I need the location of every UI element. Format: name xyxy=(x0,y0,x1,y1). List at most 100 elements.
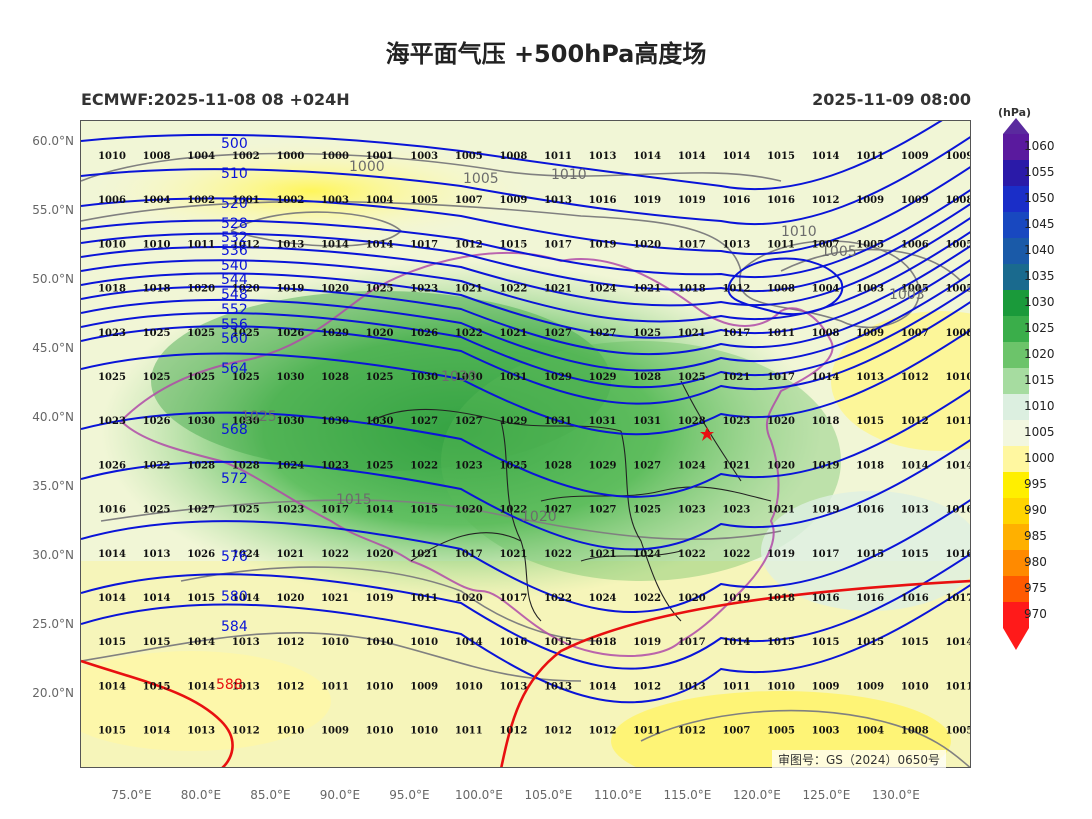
pressure-value: 1000 xyxy=(276,151,304,162)
lat-label: 20.0°N xyxy=(32,685,74,700)
pressure-value: 1028 xyxy=(321,372,349,383)
pressure-value: 1018 xyxy=(767,593,795,604)
pressure-value: 1012 xyxy=(499,726,527,737)
colorbar-segment xyxy=(1003,264,1029,290)
pressure-value: 1017 xyxy=(945,593,971,604)
pressure-value: 1010 xyxy=(410,637,438,648)
pressure-value: 1009 xyxy=(945,151,971,162)
pressure-value: 1021 xyxy=(455,284,483,295)
pressure-value: 1022 xyxy=(633,593,661,604)
height-contour-label: 510 xyxy=(221,166,248,182)
colorbar-tick-label: 1015 xyxy=(1024,373,1055,387)
pressure-value: 1017 xyxy=(678,637,706,648)
pressure-value: 1030 xyxy=(455,372,483,383)
pressure-value: 1011 xyxy=(455,726,483,737)
colorbar-segment xyxy=(1003,186,1029,212)
pressure-value: 1014 xyxy=(812,372,840,383)
pressure-value: 1020 xyxy=(455,505,483,516)
colorbar-segment xyxy=(1003,472,1029,498)
pressure-value: 1004 xyxy=(366,195,394,206)
pressure-value: 1021 xyxy=(499,549,527,560)
pressure-value: 1019 xyxy=(633,637,661,648)
pressure-value: 1005 xyxy=(901,284,929,295)
pressure-value: 1027 xyxy=(589,505,617,516)
map-title: 海平面气压 +500hPa高度场 xyxy=(385,40,707,68)
pressure-value: 1025 xyxy=(143,505,171,516)
pressure-value: 1011 xyxy=(410,593,438,604)
pressure-value: 1009 xyxy=(321,726,349,737)
height-contour xyxy=(81,273,970,372)
pressure-value: 1022 xyxy=(455,328,483,339)
pressure-value: 1019 xyxy=(767,549,795,560)
pressure-value: 1030 xyxy=(187,416,215,427)
pressure-value: 1022 xyxy=(499,505,527,516)
height-contour xyxy=(81,301,970,405)
northwest-low-area xyxy=(91,141,531,241)
pressure-value: 1014 xyxy=(678,151,706,162)
pressure-value: 1020 xyxy=(678,593,706,604)
pressure-value: 1013 xyxy=(499,681,527,692)
pressure-value: 1002 xyxy=(232,151,260,162)
pressure-value: 1015 xyxy=(410,505,438,516)
pressure-value: 1030 xyxy=(232,416,260,427)
isobar-label: 1025 xyxy=(241,409,277,425)
pressure-value: 1005 xyxy=(767,726,795,737)
isobar-label: 1010 xyxy=(551,167,587,183)
pressure-value: 1025 xyxy=(143,372,171,383)
station-star-icon xyxy=(700,427,714,441)
pressure-value: 1011 xyxy=(767,328,795,339)
pressure-value: 1020 xyxy=(232,284,260,295)
pressure-value: 1022 xyxy=(544,593,572,604)
height-contour-closed xyxy=(727,257,844,316)
pressure-value: 1011 xyxy=(945,681,971,692)
pressure-value: 1023 xyxy=(410,284,438,295)
pressure-value: 1004 xyxy=(143,195,171,206)
isobar-label: 1005 xyxy=(821,244,857,260)
colorbar-bottom-arrow xyxy=(1003,628,1029,650)
pressure-value: 1009 xyxy=(901,151,929,162)
isobar-label: 1010 xyxy=(781,224,817,240)
pressure-value: 1015 xyxy=(187,593,215,604)
pressure-value: 1010 xyxy=(321,637,349,648)
lon-label: 85.0°E xyxy=(250,788,291,802)
province-border xyxy=(680,380,742,482)
height-contour-label: 544 xyxy=(221,272,248,288)
pressure-value: 1025 xyxy=(143,328,171,339)
colorbar-tick-label: 1010 xyxy=(1024,399,1055,413)
pressure-value: 1018 xyxy=(856,460,884,471)
lat-label: 50.0°N xyxy=(32,271,74,286)
lat-label: 55.0°N xyxy=(32,202,74,217)
height-contour-label: 580 xyxy=(221,589,248,605)
lon-label: 80.0°E xyxy=(180,788,222,802)
isobar-line xyxy=(81,631,582,682)
pressure-value: 1015 xyxy=(767,151,795,162)
pressure-value: 1019 xyxy=(678,195,706,206)
pressure-value: 1013 xyxy=(143,549,171,560)
pressure-value: 1021 xyxy=(767,505,795,516)
colorbar-segment xyxy=(1003,446,1029,472)
pressure-value: 1019 xyxy=(589,239,617,250)
pressure-value: 1014 xyxy=(98,593,126,604)
pressure-value: 1015 xyxy=(98,637,126,648)
colorbar-tick-label: 985 xyxy=(1024,529,1047,543)
pressure-value: 1010 xyxy=(366,637,394,648)
pressure-value: 1031 xyxy=(633,416,661,427)
pressure-value: 1015 xyxy=(856,416,884,427)
pressure-value: 1024 xyxy=(589,593,617,604)
colorbar-tick-label: 990 xyxy=(1024,503,1047,517)
pressure-value: 1011 xyxy=(187,239,215,250)
pressure-value: 1021 xyxy=(722,372,750,383)
pressure-value: 1010 xyxy=(143,239,171,250)
pressure-value: 1014 xyxy=(945,460,971,471)
pressure-value: 1004 xyxy=(856,726,884,737)
pressure-value: 1003 xyxy=(812,726,840,737)
valid-time-label: 2025-11-09 08:00 xyxy=(812,90,971,109)
pressure-value: 1023 xyxy=(722,416,750,427)
pressure-value: 1023 xyxy=(276,505,304,516)
pressure-value: 1023 xyxy=(98,416,126,427)
height-contour xyxy=(81,166,970,256)
pressure-value: 1012 xyxy=(722,284,750,295)
pressure-value: 1013 xyxy=(187,726,215,737)
pressure-value: 1019 xyxy=(812,505,840,516)
pressure-value: 1010 xyxy=(98,151,126,162)
